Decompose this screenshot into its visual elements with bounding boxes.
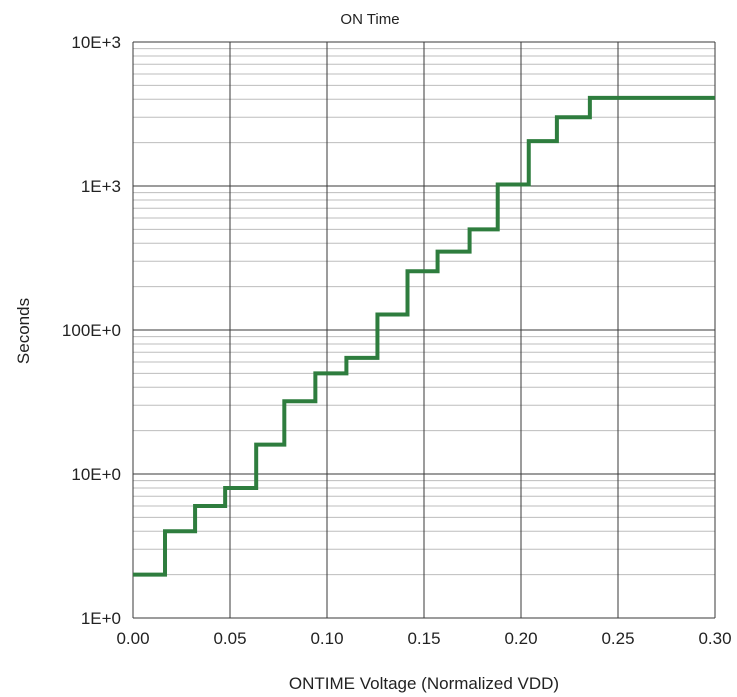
x-tick-label: 0.30 <box>698 629 731 648</box>
y-tick-label: 10E+0 <box>71 465 121 484</box>
y-tick-label: 100E+0 <box>62 321 121 340</box>
x-axis-label: ONTIME Voltage (Normalized VDD) <box>289 674 559 693</box>
series-line <box>133 95 715 577</box>
x-tick-labels: 0.00 0.05 0.10 0.15 0.20 0.25 0.30 <box>116 629 731 648</box>
x-tick-label: 0.20 <box>504 629 537 648</box>
series-layer <box>133 95 715 577</box>
x-tick-label: 0.15 <box>407 629 440 648</box>
major-grid <box>132 41 716 619</box>
y-tick-label: 1E+0 <box>81 609 121 628</box>
y-tick-label: 10E+3 <box>71 33 121 52</box>
y-tick-labels: 1E+0 10E+0 100E+0 1E+3 10E+3 <box>62 33 121 628</box>
x-tick-label: 0.25 <box>601 629 634 648</box>
y-axis-label: Seconds <box>14 298 33 364</box>
x-tick-label: 0.00 <box>116 629 149 648</box>
chart-title: ON Time <box>340 11 399 28</box>
x-tick-label: 0.05 <box>213 629 246 648</box>
x-tick-label: 0.10 <box>310 629 343 648</box>
y-tick-label: 1E+3 <box>81 177 121 196</box>
